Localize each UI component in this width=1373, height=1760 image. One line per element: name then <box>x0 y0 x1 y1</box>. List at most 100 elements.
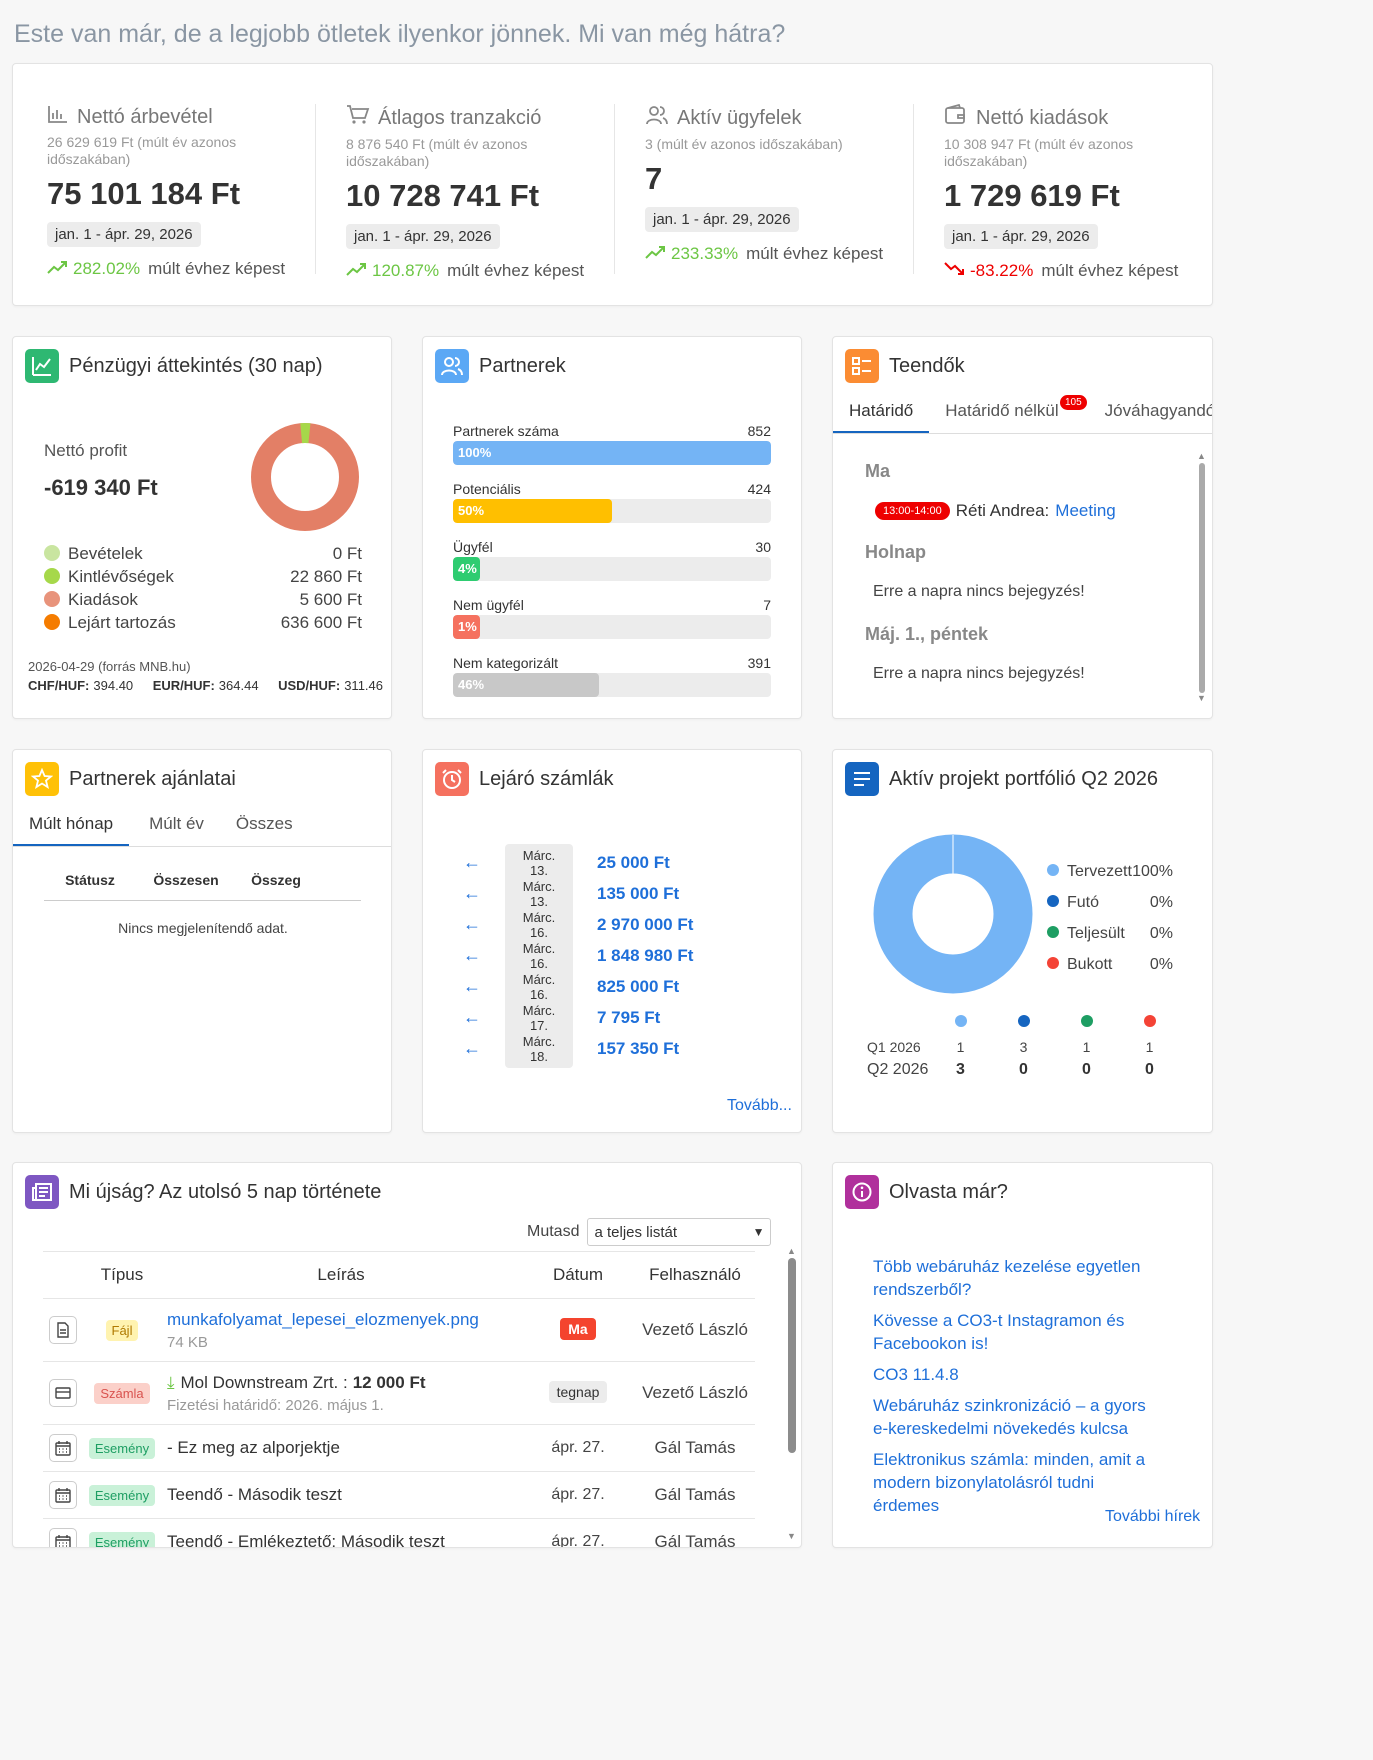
read-article-link[interactable]: CO3 11.4.8 <box>873 1365 959 1384</box>
invoice-amount[interactable]: 2 970 000 Ft <box>597 914 694 934</box>
news-row-title[interactable]: munkafolyamat_lepesei_elozmenyek.png <box>167 1309 479 1329</box>
legend-dot <box>1047 894 1059 907</box>
kpi-label-text: Átlagos tranzakció <box>378 106 542 129</box>
invoice-amount[interactable]: 7 795 Ft <box>597 1007 661 1027</box>
arrow-left-icon[interactable]: ← <box>463 945 481 965</box>
partner-bar-fill: 1% <box>453 615 481 639</box>
event-link[interactable]: Meeting <box>1055 501 1116 520</box>
type-tag: Esemény <box>88 1437 156 1459</box>
news-row[interactable]: Esemény Teendő - Emlékeztető: Második tes… <box>43 1519 755 1548</box>
tab-last-year[interactable]: Múlt év <box>149 814 204 833</box>
invoice-amount[interactable]: 157 350 Ft <box>597 1038 680 1058</box>
portfolio-legend-item[interactable]: Bukott 0% <box>1047 949 1173 980</box>
tab-approvals[interactable]: Jóváhagyandók <box>1104 401 1213 420</box>
read-article-link[interactable]: Több webáruház kezelése egyetlen rendsze… <box>873 1257 1141 1299</box>
partner-bar-fill: 100% <box>453 441 771 465</box>
invoice-row[interactable]: ← Márc. 16. 825 000 Ft <box>463 967 783 1006</box>
kpi-period-badge[interactable]: jan. 1 - ápr. 29, 2026 <box>944 224 1098 249</box>
rate-item: EUR/HUF: 364.44 <box>152 678 259 693</box>
kpi-period-badge[interactable]: jan. 1 - ápr. 29, 2026 <box>645 207 799 232</box>
news-scrollbar[interactable]: ▲ ▼ <box>787 1246 796 1541</box>
news-row-title[interactable]: - Ez meg az alporjektje <box>167 1438 340 1457</box>
legend-value: 22 860 Ft <box>290 566 362 586</box>
news-row-title[interactable]: Teendő - Második teszt <box>167 1485 342 1504</box>
kpi-trend: 282.02% múlt évhez képest <box>47 259 349 279</box>
read-article-link[interactable]: Elektronikus számla: minden, amit a mode… <box>873 1450 1146 1515</box>
partner-bar-label: Potenciális <box>453 481 521 497</box>
invoice-row[interactable]: ← Márc. 16. 1 848 980 Ft <box>463 936 783 975</box>
news-row-user: Gál Tamás <box>654 1438 736 1457</box>
partner-bar-track: 100% <box>453 441 771 465</box>
arrow-left-icon[interactable]: ← <box>463 852 481 872</box>
legend-value: 0% <box>1149 924 1173 942</box>
tab-deadline[interactable]: Határidő <box>833 393 930 433</box>
kpi-previous: 10 308 947 Ft (múlt év azonos időszakába… <box>944 136 1134 169</box>
todos-day-tomorrow: Holnap <box>865 542 926 562</box>
kpi-period-badge[interactable]: jan. 1 - ápr. 29, 2026 <box>47 222 201 247</box>
finance-legend-item: Lejárt tartozás 636 600 Ft <box>44 611 362 634</box>
invoice-amount[interactable]: 1 848 980 Ft <box>597 945 694 965</box>
todo-item[interactable]: 13:00-14:00 Réti Andrea: Meeting <box>875 501 1116 521</box>
news-title: Mi újság? Az utolsó 5 nap története <box>25 1175 381 1209</box>
news-filter: Mutasd a teljes listát ▼ <box>527 1218 772 1246</box>
rate-item: CHF/HUF: 394.40 <box>28 678 134 693</box>
kpi-card: Nettó árbevétel 26 629 619 Ft (múlt év az… <box>12 63 1213 306</box>
kpi-period-badge[interactable]: jan. 1 - ápr. 29, 2026 <box>346 224 500 249</box>
invoice-row[interactable]: ← Márc. 17. 7 795 Ft <box>463 998 783 1037</box>
invoice-row[interactable]: ← Márc. 13. 135 000 Ft <box>463 874 783 913</box>
invoices-more-link[interactable]: Tovább... <box>727 1097 792 1114</box>
status-dot-mark <box>954 1015 967 1027</box>
arrow-left-icon[interactable]: ← <box>463 1007 481 1027</box>
tab-last-month[interactable]: Múlt hónap <box>13 806 130 846</box>
partner-bars: Partnerek száma 852 100% Potenciális 424 50% Ü… <box>453 423 771 713</box>
read-article-link[interactable]: Webáruház szinkronizáció – a gyors e-ker… <box>873 1396 1146 1438</box>
invoice-row[interactable]: ← Márc. 16. 2 970 000 Ft <box>463 905 783 944</box>
profit-label: Nettó profit <box>44 441 128 460</box>
portfolio-dots <box>929 1015 1181 1027</box>
news-row[interactable]: Esemény Teendő - Második teszt ápr. 27. Gál… <box>43 1472 755 1519</box>
partner-bar-row[interactable]: Nem kategorizált 391 46% <box>453 655 771 697</box>
arrow-left-icon[interactable]: ← <box>463 883 481 903</box>
portfolio-legend-item[interactable]: Teljesült 0% <box>1047 918 1173 949</box>
chevron-down-icon: ▼ <box>752 1225 765 1239</box>
invoice-row[interactable]: ← Márc. 13. 25 000 Ft <box>463 843 783 882</box>
news-row[interactable]: Számla ⤓ Mol Downstream Zrt. :12 000 Ft Fiz… <box>43 1362 755 1425</box>
news-row-date: tegnap <box>548 1381 608 1403</box>
news-row[interactable]: Fájl munkafolyamat_lepesei_elozmenyek.png… <box>43 1299 755 1362</box>
invoice-row[interactable]: ← Márc. 18. 157 350 Ft <box>463 1029 783 1068</box>
partners-card: Partnerek Partnerek száma 852 100% Potenciá… <box>422 336 802 719</box>
news-row[interactable]: Esemény - Ez meg az alporjektje ápr. 27. Gá… <box>43 1425 755 1472</box>
tab-no-deadline[interactable]: Határidő nélkül 105 <box>929 393 1087 433</box>
partner-bar-fill: 50% <box>453 499 612 523</box>
portfolio-legend-item[interactable]: Tervezett 100% <box>1047 856 1173 887</box>
alarm-clock-icon <box>435 762 469 796</box>
finance-donut <box>251 423 359 531</box>
partner-bar-track: 46% <box>453 673 771 697</box>
status-dot-mark <box>1080 1015 1093 1027</box>
more-news-link[interactable]: További hírek <box>1105 1508 1201 1525</box>
invoice-amount[interactable]: 25 000 Ft <box>597 852 670 872</box>
portfolio-legend-item[interactable]: Futó 0% <box>1047 887 1173 918</box>
arrow-left-icon[interactable]: ← <box>463 1038 481 1058</box>
news-row-title[interactable]: Teendő - Emlékeztető: Második teszt <box>167 1532 445 1548</box>
kpi-label: Nettó kiadások <box>944 103 1212 132</box>
todos-scrollbar[interactable]: ▲ ▼ <box>1197 451 1206 703</box>
partner-bar-row[interactable]: Nem ügyfél 7 1% <box>453 597 771 639</box>
todos-title: Teendők <box>845 349 965 383</box>
news-row-title[interactable]: ⤓ Mol Downstream Zrt. :12 000 Ft <box>167 1372 426 1392</box>
q1-value: 1 <box>1082 1039 1091 1055</box>
arrow-left-icon[interactable]: ← <box>463 976 481 996</box>
partner-bar-count: 391 <box>747 655 771 671</box>
partner-bar-row[interactable]: Ügyfél 30 4% <box>453 539 771 581</box>
kpi-label: Aktív ügyfelek <box>645 104 947 132</box>
arrow-left-icon[interactable]: ← <box>463 914 481 934</box>
show-select[interactable]: a teljes listát ▼ <box>587 1218 772 1246</box>
invoice-amount[interactable]: 135 000 Ft <box>597 883 680 903</box>
partner-bar-row[interactable]: Partnerek száma 852 100% <box>453 423 771 465</box>
read-article-link[interactable]: Kövesse a CO3-t Instagramon és Facebooko… <box>873 1311 1125 1353</box>
todos-day-friday: Máj. 1., péntek <box>865 624 989 644</box>
legend-value: 0 Ft <box>332 543 362 563</box>
invoice-amount[interactable]: 825 000 Ft <box>597 976 680 996</box>
partner-bar-row[interactable]: Potenciális 424 50% <box>453 481 771 523</box>
tab-all[interactable]: Összes <box>235 814 293 833</box>
